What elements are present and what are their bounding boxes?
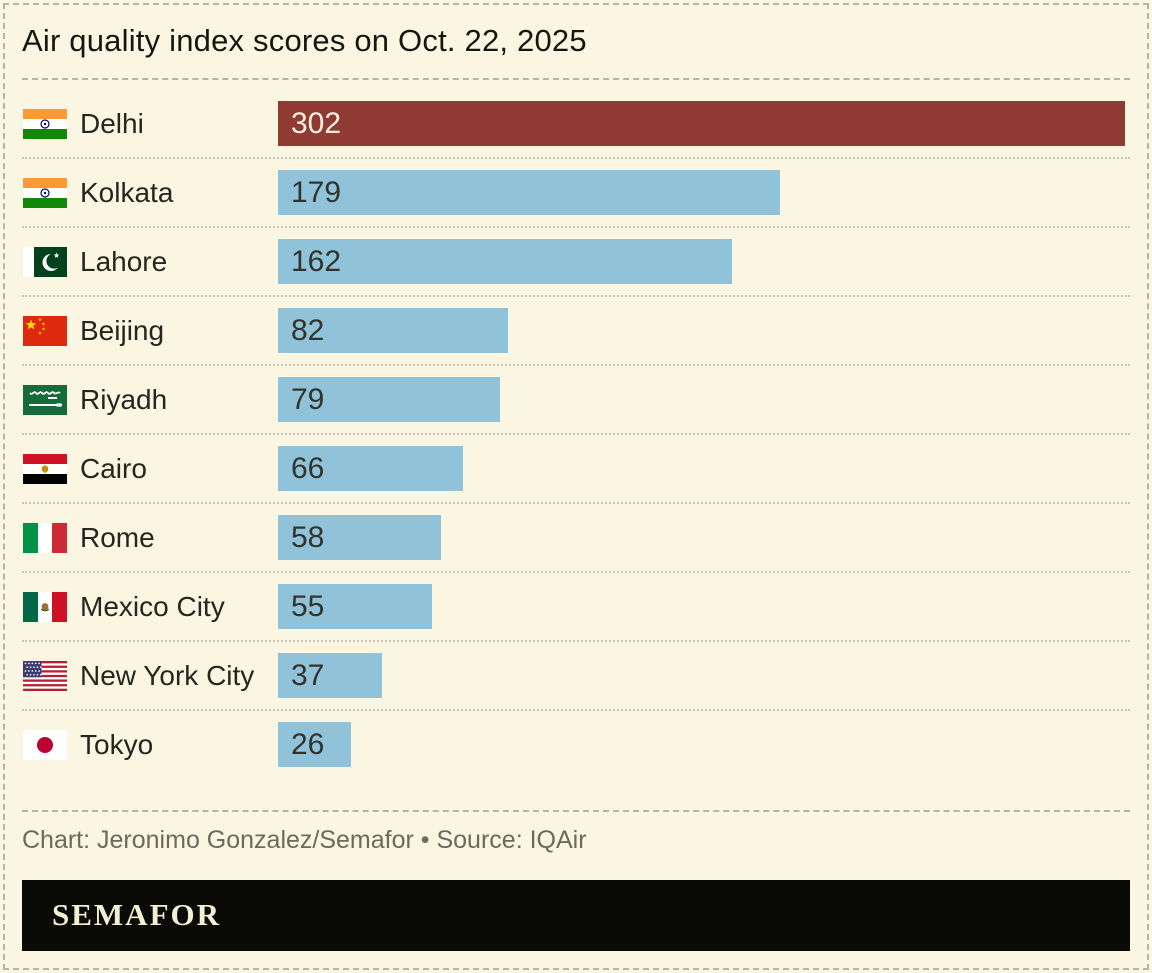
bar-mexico-city: 55 [278,584,432,630]
city-label: Tokyo [80,728,154,760]
chart-row-lahore: Lahore 162 [22,228,1130,298]
city-label: Riyadh [80,383,168,415]
title-divider [22,78,1130,81]
bar-lahore: 162 [278,239,732,285]
city-label: Cairo [80,452,147,484]
bar-value: 79 [291,382,325,416]
bar-rome: 58 [278,515,441,561]
chart-row-new-york-city: New York City 37 [22,642,1130,712]
bar-value: 302 [291,106,342,140]
egypt-flag-icon [23,453,67,484]
row-label-kolkata: Kolkata [22,177,278,209]
row-label-delhi: Delhi [22,108,278,140]
bar-cairo: 66 [278,446,463,492]
pakistan-flag-icon [23,246,67,277]
chart-row-cairo: Cairo 66 [22,435,1130,505]
row-label-cairo: Cairo [22,453,278,485]
footer-divider [22,810,1130,813]
bar-value: 82 [291,313,325,347]
usa-flag-icon [23,660,67,691]
city-label: New York City [80,659,255,691]
india-flag-icon [23,177,67,208]
semafor-logo: SEMAFOR [52,897,221,933]
bar-kolkata: 179 [278,170,780,216]
chart-row-tokyo: Tokyo 26 [22,711,1130,778]
bar-value: 55 [291,589,325,623]
city-label: Mexico City [80,590,225,622]
india-flag-icon [23,108,67,139]
bar-value: 37 [291,658,325,692]
chart-row-beijing: Beijing 82 [22,297,1130,367]
chart-credit: Chart: Jeronimo Gonzalez/Semafor • Sourc… [22,826,587,855]
bar-tokyo: 26 [278,722,351,768]
bar-value: 179 [291,175,342,209]
city-label: Beijing [80,314,165,346]
saudi-arabia-flag-icon [23,384,67,415]
bar-value: 26 [291,727,325,761]
italy-flag-icon [23,522,67,553]
chart-card: Air quality index scores on Oct. 22, 202… [22,23,1130,951]
bar-value: 58 [291,520,325,554]
japan-flag-icon [23,729,67,760]
chart-rows: Delhi 302 Kolkata 179 Lahore 162 Beijing 82 Riya… [22,80,1130,778]
bar-value: 66 [291,451,325,485]
chart-row-kolkata: Kolkata 179 [22,159,1130,229]
chart-title: Air quality index scores on Oct. 22, 202… [22,23,587,58]
row-label-lahore: Lahore [22,246,278,278]
china-flag-icon [23,315,67,346]
row-label-new-york-city: New York City [22,660,278,692]
row-label-beijing: Beijing [22,315,278,347]
bar-riyadh: 79 [278,377,500,423]
semafor-logo-bar: SEMAFOR [22,879,1130,951]
city-label: Kolkata [80,176,174,208]
city-label: Rome [80,521,155,553]
bar-beijing: 82 [278,308,508,354]
mexico-flag-icon [23,591,67,622]
chart-row-riyadh: Riyadh 79 [22,366,1130,436]
chart-row-mexico-city: Mexico City 55 [22,573,1130,643]
city-label: Delhi [80,107,144,139]
row-label-mexico-city: Mexico City [22,591,278,623]
bar-value: 162 [291,244,342,278]
chart-row-delhi: Delhi 302 [22,90,1130,160]
row-label-rome: Rome [22,522,278,554]
chart-row-rome: Rome 58 [22,504,1130,574]
row-label-riyadh: Riyadh [22,384,278,416]
city-label: Lahore [80,245,168,277]
bar-new-york-city: 37 [278,653,382,699]
bar-delhi: 302 [278,101,1125,147]
row-label-tokyo: Tokyo [22,729,278,761]
